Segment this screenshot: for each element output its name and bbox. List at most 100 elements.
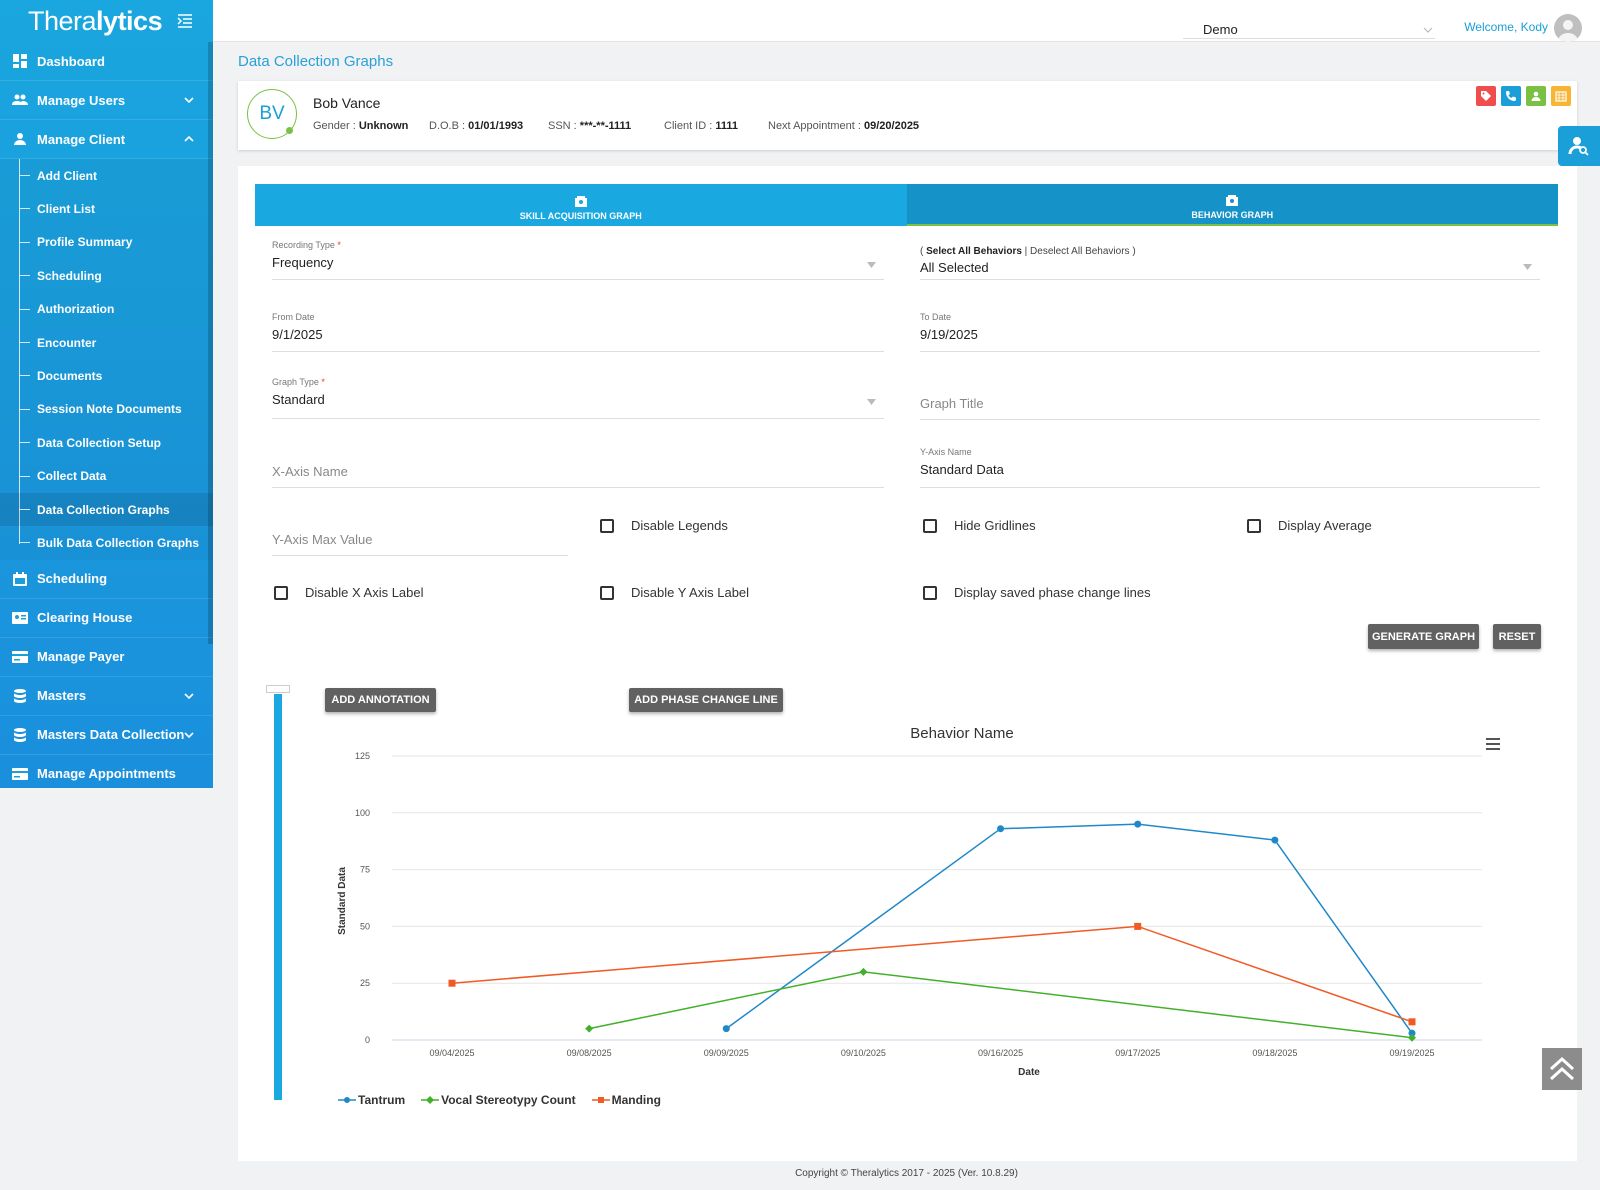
checkbox-box[interactable] <box>274 585 288 600</box>
range-slider-handle[interactable] <box>266 685 290 693</box>
series-line[interactable] <box>725 823 1413 1034</box>
chevron-down-icon[interactable] <box>1423 26 1433 34</box>
chart-menu-icon[interactable] <box>1486 738 1500 750</box>
legend-label: Tantrum <box>358 1093 406 1107</box>
avatar[interactable] <box>1554 14 1582 42</box>
menu-collapse-icon[interactable] <box>177 13 193 29</box>
sub-add-client[interactable]: Add Client <box>0 159 213 192</box>
checkbox-box[interactable] <box>923 518 937 533</box>
calendar-button[interactable] <box>1551 86 1571 106</box>
data-point[interactable] <box>1134 820 1142 828</box>
chevron-down-icon <box>184 97 194 104</box>
data-point[interactable] <box>585 1024 594 1033</box>
org-select-value[interactable]: Demo <box>1203 22 1238 37</box>
data-point[interactable] <box>1134 922 1142 930</box>
sub-encounter[interactable]: Encounter <box>0 326 213 359</box>
legend-item[interactable]: Tantrum <box>338 1093 405 1107</box>
display-phase-lines-checkbox[interactable]: Display saved phase change lines <box>923 585 1151 600</box>
sub-data-collection-setup[interactable]: Data Collection Setup <box>0 426 213 459</box>
tag-button[interactable] <box>1476 86 1496 106</box>
behaviors-select[interactable]: ( Select All Behaviors | Deselect All Be… <box>920 246 1540 280</box>
sub-documents[interactable]: Documents <box>0 359 213 392</box>
data-point[interactable] <box>448 979 456 987</box>
sub-collect-data[interactable]: Collect Data <box>0 460 213 493</box>
nav-manage-appointments[interactable]: Manage Appointments <box>0 755 213 788</box>
legend-label: Manding <box>611 1093 661 1107</box>
y-axis-max-field[interactable]: Y-Axis Max Value <box>272 532 568 556</box>
data-point[interactable] <box>1408 1029 1416 1037</box>
hide-gridlines-checkbox[interactable]: Hide Gridlines <box>923 518 1036 533</box>
disable-y-axis-label-checkbox[interactable]: Disable Y Axis Label <box>600 585 749 600</box>
sub-profile-summary[interactable]: Profile Summary <box>0 226 213 259</box>
sub-authorization[interactable]: Authorization <box>0 293 213 326</box>
nav-masters[interactable]: Masters <box>0 677 213 716</box>
x-tick-label: 09/16/2025 <box>978 1048 1023 1058</box>
checkbox-box[interactable] <box>600 585 614 600</box>
calendar-icon <box>1555 91 1567 102</box>
nav-label: Clearing House <box>37 610 133 626</box>
graph-title-field[interactable]: Graph Title <box>920 396 1540 420</box>
nav-manage-payer[interactable]: Manage Payer <box>0 638 213 677</box>
data-point[interactable] <box>997 825 1005 833</box>
data-point[interactable] <box>1271 836 1279 844</box>
sub-label: Encounter <box>37 335 97 350</box>
series-line[interactable] <box>451 925 1413 1023</box>
add-phase-change-line-button[interactable]: ADD PHASE CHANGE LINE <box>629 688 783 712</box>
sub-scheduling[interactable]: Scheduling <box>0 259 213 292</box>
welcome-text[interactable]: Welcome, Kody <box>1464 20 1548 34</box>
generate-graph-button[interactable]: GENERATE GRAPH <box>1368 624 1479 649</box>
field-label: From Date <box>272 312 315 322</box>
series-tantrum[interactable] <box>722 820 1416 1037</box>
nav-manage-users[interactable]: Manage Users <box>0 81 213 120</box>
disable-legends-checkbox[interactable]: Disable Legends <box>600 518 728 533</box>
disable-x-axis-label-checkbox[interactable]: Disable X Axis Label <box>274 585 424 600</box>
nav-clearing-house[interactable]: Clearing House <box>0 599 213 638</box>
checkbox-box[interactable] <box>600 518 614 533</box>
sidebar-scrollbar[interactable] <box>208 42 213 644</box>
data-point[interactable] <box>859 967 868 976</box>
contacts-button[interactable] <box>1526 86 1546 106</box>
graph-type-select[interactable]: Graph Type * Standard <box>272 377 884 419</box>
nav-dashboard[interactable]: Dashboard <box>0 42 213 81</box>
sub-session-note-documents[interactable]: Session Note Documents <box>0 393 213 426</box>
add-annotation-button[interactable]: ADD ANNOTATION <box>325 688 436 712</box>
display-average-checkbox[interactable]: Display Average <box>1247 518 1372 533</box>
tab-skill-acquisition-graph[interactable]: SKILL ACQUISITION GRAPH <box>255 184 907 226</box>
client-gender: Gender : Unknown <box>313 120 409 132</box>
series-manding[interactable] <box>448 922 1416 1026</box>
select-all-behaviors-link[interactable]: Select All Behaviors <box>926 246 1022 257</box>
reset-button[interactable]: RESET <box>1493 624 1541 649</box>
data-point[interactable] <box>722 1025 730 1033</box>
field-value: Standard <box>272 392 325 407</box>
checkbox-box[interactable] <box>923 585 937 600</box>
scroll-to-top-button[interactable] <box>1542 1048 1582 1090</box>
series-vocal-stereotypy-count[interactable] <box>585 967 1416 1042</box>
nav-scheduling[interactable]: Scheduling <box>0 560 213 599</box>
sub-data-collection-graphs[interactable]: Data Collection Graphs <box>0 492 213 527</box>
data-point[interactable] <box>1408 1033 1416 1042</box>
x-axis-name-field[interactable]: X-Axis Name <box>272 464 884 488</box>
x-tick-label: 09/09/2025 <box>704 1048 749 1058</box>
y-axis-name-field[interactable]: Y-Axis Name Standard Data <box>920 447 1540 488</box>
phone-button[interactable] <box>1501 86 1521 106</box>
recording-type-select[interactable]: Recording Type * Frequency <box>272 240 884 280</box>
sub-bulk-data-collection-graphs[interactable]: Bulk Data Collection Graphs <box>0 526 213 559</box>
legend-item[interactable]: Manding <box>591 1093 661 1107</box>
nav-masters-data-collection[interactable]: Masters Data Collection <box>0 716 213 755</box>
range-slider[interactable] <box>274 694 282 1100</box>
from-date-field[interactable]: From Date 9/1/2025 <box>272 312 884 352</box>
nav-manage-client[interactable]: Manage Client <box>0 120 213 159</box>
phone-icon <box>1506 91 1516 101</box>
checkbox-box[interactable] <box>1247 518 1261 533</box>
x-tick-label: 09/04/2025 <box>429 1048 474 1058</box>
tab-behavior-graph[interactable]: BEHAVIOR GRAPH <box>906 184 1558 226</box>
data-point[interactable] <box>1408 1018 1416 1026</box>
to-date-field[interactable]: To Date 9/19/2025 <box>920 312 1540 352</box>
sub-client-list[interactable]: Client List <box>0 192 213 225</box>
series-line[interactable] <box>588 971 1413 1039</box>
logo: Theralytics <box>28 5 163 36</box>
sub-label: Bulk Data Collection Graphs <box>37 535 200 550</box>
client-search-tab[interactable] <box>1558 126 1600 166</box>
deselect-all-behaviors-link[interactable]: Deselect All Behaviors <box>1030 246 1130 257</box>
legend-item[interactable]: Vocal Stereotypy Count <box>421 1093 576 1107</box>
